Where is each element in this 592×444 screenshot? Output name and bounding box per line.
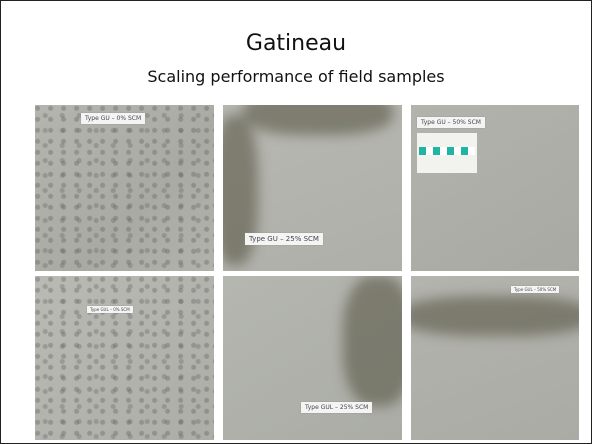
texture <box>35 105 214 271</box>
subtitle: Scaling performance of field samples <box>1 67 591 86</box>
scale-card <box>417 133 477 173</box>
photo-label: Type GU – 50% SCM <box>417 117 485 128</box>
photo-label: Type GU – 0% SCM <box>81 113 145 124</box>
stain <box>243 105 393 135</box>
photo: Type GUL – 50% SCM <box>411 276 579 440</box>
photo: Type GUL – 0% SCM <box>35 276 214 440</box>
stain <box>411 296 579 336</box>
title: Gatineau <box>1 31 591 56</box>
photo-label: Type GUL – 0% SCM <box>87 306 133 313</box>
photo-label: Type GU – 25% SCM <box>245 233 323 245</box>
slide: Gatineau Scaling performance of field sa… <box>0 0 592 444</box>
photo: Type GU – 50% SCM <box>411 105 579 271</box>
photo: Type GUL – 25% SCM <box>223 276 402 440</box>
stain <box>343 276 402 406</box>
photo-label: Type GUL – 50% SCM <box>511 286 559 293</box>
scale-bar <box>419 147 475 155</box>
photo-label: Type GUL – 25% SCM <box>301 402 372 413</box>
photo: Type GU – 0% SCM <box>35 105 214 271</box>
texture <box>35 276 214 440</box>
photo: Type GU – 25% SCM <box>223 105 402 271</box>
